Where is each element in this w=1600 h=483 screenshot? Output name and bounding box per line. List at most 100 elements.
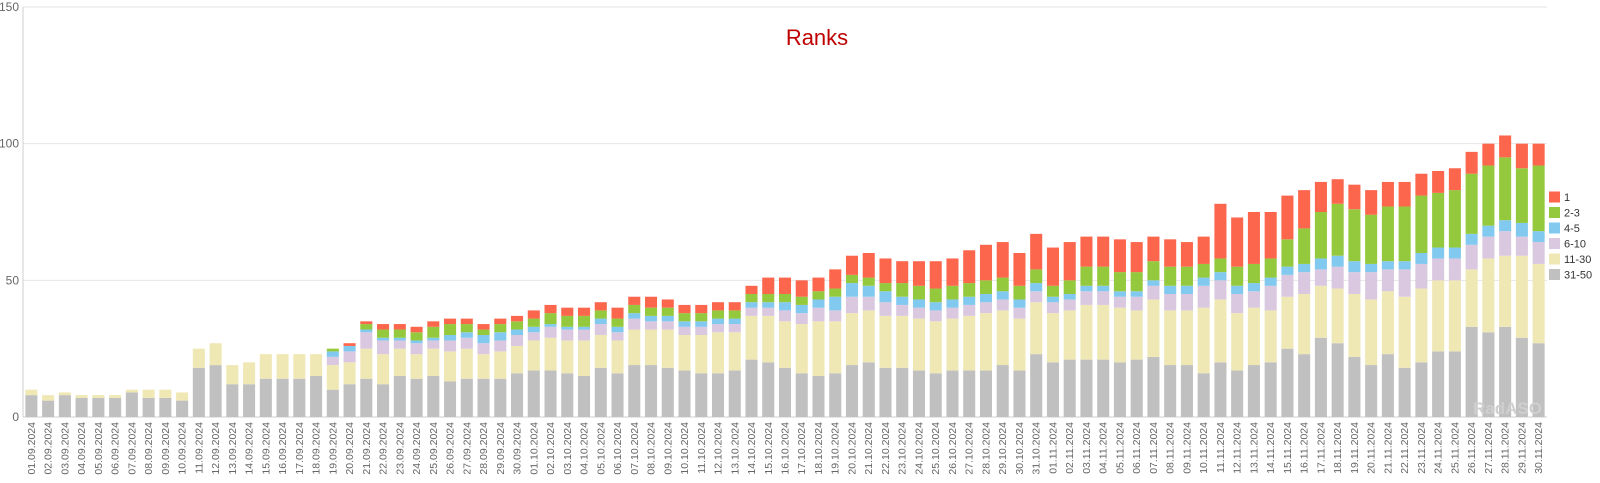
legend-item-4-5: 4-5 <box>1549 222 1580 235</box>
bar-segment-31-50 <box>711 373 725 417</box>
bar-stacks <box>25 135 1545 417</box>
bar-segment-11-30 <box>1482 258 1495 333</box>
bar-segment-6-10 <box>444 340 457 352</box>
x-tick-label: 29.09.2024 <box>495 422 507 475</box>
bar-stack-22.11.2024 <box>1398 181 1411 417</box>
bar-segment-6-10 <box>494 340 507 352</box>
bar-segment-11-30 <box>628 329 641 366</box>
bar-segment-4-5 <box>979 294 992 303</box>
bar-stack-29.10.2024 <box>996 242 1009 417</box>
bar-segment-31-50 <box>109 397 122 417</box>
bar-segment-31-50 <box>1298 354 1311 417</box>
bar-stack-04.09.2024 <box>75 395 88 417</box>
bar-segment-1 <box>1515 143 1528 169</box>
bar-segment-31-50 <box>393 376 406 417</box>
x-tick-label: 16.11.2024 <box>1299 422 1311 474</box>
bar-segment-2-3 <box>1164 266 1177 286</box>
bar-segment-6-10 <box>1398 269 1411 297</box>
bar-segment-4-5 <box>745 302 758 308</box>
legend-swatch <box>1549 238 1560 249</box>
bar-segment-4-5 <box>845 283 859 297</box>
bar-segment-31-50 <box>75 397 88 417</box>
x-tick-label: 05.10.2024 <box>595 422 607 475</box>
legend-item-1: 1 <box>1549 191 1570 204</box>
bar-segment-6-10 <box>561 329 574 341</box>
bar-segment-2-3 <box>1013 285 1026 300</box>
bar-segment-4-5 <box>628 313 641 319</box>
bar-segment-31-50 <box>1532 343 1545 417</box>
x-tick-label: 20.11.2024 <box>1366 422 1378 474</box>
x-tick-label: 04.09.2024 <box>76 422 88 475</box>
bar-segment-1 <box>1348 184 1361 210</box>
bar-segment-31-50 <box>58 395 71 417</box>
bar-stack-29.09.2024 <box>494 318 507 417</box>
bar-stack-17.10.2024 <box>795 280 808 417</box>
bar-segment-11-30 <box>1013 318 1026 371</box>
x-tick-label: 20.10.2024 <box>846 422 858 475</box>
bar-segment-4-5 <box>544 324 557 327</box>
bar-segment-2-3 <box>1482 165 1495 226</box>
bar-segment-2-3 <box>896 283 909 297</box>
bar-stack-31.10.2024 <box>1030 233 1043 417</box>
bar-segment-4-5 <box>644 315 658 322</box>
legend-label: 31-50 <box>1564 270 1592 282</box>
x-tick-label: 24.11.2024 <box>1433 422 1445 474</box>
x-tick-label: 19.11.2024 <box>1349 422 1361 474</box>
bar-segment-2-3 <box>427 326 440 338</box>
bar-segment-31-50 <box>42 400 55 417</box>
bar-segment-1 <box>1164 239 1177 267</box>
bar-segment-1 <box>1214 203 1227 259</box>
bar-segment-11-30 <box>1264 310 1277 363</box>
bar-segment-11-30 <box>762 315 775 363</box>
bar-segment-11-30 <box>1197 307 1210 374</box>
x-tick-label: 10.09.2024 <box>177 422 189 475</box>
bar-segment-11-30 <box>1331 288 1344 344</box>
bar-segment-4-5 <box>1415 253 1428 264</box>
bar-segment-4-5 <box>1432 247 1445 259</box>
bar-segment-4-5 <box>912 299 926 308</box>
bar-segment-6-10 <box>1264 285 1277 311</box>
bar-stack-20.10.2024 <box>845 255 859 417</box>
bar-segment-6-10 <box>795 313 808 325</box>
bar-stack-18.09.2024 <box>310 354 323 417</box>
legend-swatch <box>1549 269 1560 280</box>
bar-segment-4-5 <box>393 337 406 341</box>
bar-segment-6-10 <box>661 321 674 330</box>
bar-segment-31-50 <box>1365 365 1378 417</box>
bar-stack-09.10.2024 <box>661 299 674 417</box>
bar-segment-2-3 <box>628 304 641 314</box>
bar-segment-31-50 <box>1130 359 1143 417</box>
bar-segment-4-5 <box>460 332 473 338</box>
bar-segment-6-10 <box>393 340 406 349</box>
bar-segment-1 <box>1231 217 1244 267</box>
axes: 0 50 100 150 01.09.2024 02.09.2024 03.09.2024 0… <box>0 0 1545 475</box>
bar-segment-11-30 <box>393 348 406 376</box>
bar-stack-30.10.2024 <box>1013 253 1026 417</box>
x-tick-label: 18.11.2024 <box>1332 422 1344 474</box>
bar-segment-11-30 <box>75 395 88 398</box>
y-tick-label: 150 <box>0 0 19 14</box>
bar-segment-31-50 <box>862 362 875 417</box>
bar-segment-6-10 <box>644 321 658 330</box>
x-tick-label: 27.10.2024 <box>964 422 976 475</box>
bar-segment-4-5 <box>561 326 574 330</box>
bar-segment-11-30 <box>92 395 105 398</box>
bar-segment-1 <box>1030 233 1043 270</box>
bar-segment-2-3 <box>594 310 607 319</box>
x-tick-label: 31.10.2024 <box>1031 422 1043 475</box>
bar-segment-1 <box>711 302 725 311</box>
bar-segment-11-30 <box>1348 294 1361 357</box>
bar-stack-22.10.2024 <box>879 258 892 417</box>
bar-segment-1 <box>578 307 591 316</box>
bar-segment-11-30 <box>1398 296 1411 368</box>
bar-segment-6-10 <box>1515 236 1528 256</box>
bar-segment-6-10 <box>1381 269 1394 292</box>
bar-segment-2-3 <box>393 329 406 338</box>
x-tick-label: 06.09.2024 <box>110 422 122 475</box>
bar-stack-09.09.2024 <box>159 389 172 417</box>
bar-segment-31-50 <box>678 370 691 417</box>
bar-segment-6-10 <box>678 326 691 335</box>
bar-stack-06.09.2024 <box>109 395 122 417</box>
bar-segment-4-5 <box>1465 233 1478 245</box>
x-tick-label: 14.10.2024 <box>746 422 758 475</box>
